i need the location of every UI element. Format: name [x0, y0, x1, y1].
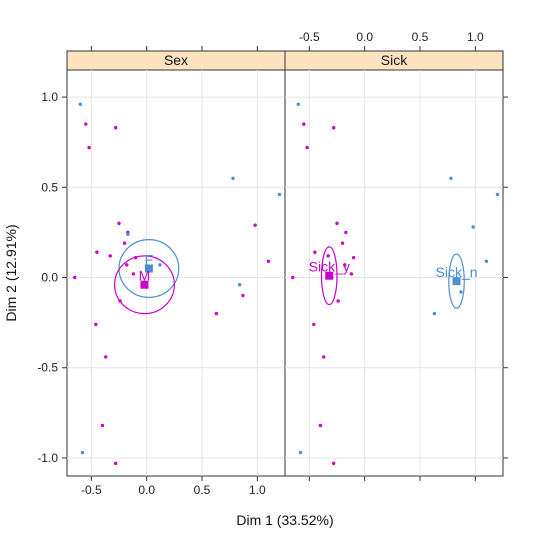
- confidence-ellipse-0: [320, 246, 338, 306]
- category-marker-0: [325, 271, 334, 280]
- x-tick-label-bottom-0: -0.5: [81, 483, 102, 497]
- point-a-10: [349, 272, 354, 276]
- point-a-11: [73, 275, 77, 280]
- panel-sick-ellipses: [320, 246, 465, 309]
- category-label-1: M: [139, 268, 151, 284]
- point-a-16: [331, 461, 336, 466]
- y-tick-label-3: 0.5: [41, 180, 58, 194]
- panel-sex-ellipses: [113, 239, 180, 315]
- point-a-12: [118, 299, 122, 303]
- point-b-3: [231, 176, 235, 180]
- point-a-20: [113, 461, 118, 466]
- point-a-12: [336, 299, 340, 303]
- point-b-1: [80, 450, 85, 455]
- x-tick-label-top-3: 1.0: [467, 30, 484, 44]
- point-a-19: [100, 423, 105, 428]
- y-tick-label-1: -0.5: [37, 361, 58, 375]
- y-axis-label: Dim 2 (12.91%): [3, 224, 19, 321]
- point-a-14: [322, 355, 326, 359]
- point-b-6: [158, 263, 162, 267]
- point-a-5: [340, 241, 345, 245]
- point-a-0: [302, 122, 306, 126]
- point-a-13: [312, 322, 316, 327]
- point-b-2: [449, 176, 453, 180]
- x-tick-label-top-1: 0.0: [356, 30, 373, 44]
- point-b-7: [432, 311, 437, 316]
- panel-sex: Sex FM: [66, 50, 286, 477]
- panel-sick-category-markers: Sick_y Sick_n: [309, 259, 478, 286]
- point-a-5: [122, 241, 127, 245]
- panel-sex-title: Sex: [164, 52, 188, 68]
- point-a-3: [117, 221, 121, 226]
- point-a-10: [131, 272, 136, 276]
- panel-sex-grid: [67, 70, 285, 476]
- x-tick-label-top-0: -0.5: [299, 30, 320, 44]
- x-tick-label-top-2: 0.5: [412, 30, 429, 44]
- category-marker-1: [452, 277, 461, 286]
- category-marker-0: [144, 264, 153, 273]
- category-label-0: F: [145, 251, 154, 267]
- point-b-5: [237, 283, 242, 287]
- point-a-14: [104, 355, 108, 359]
- point-a-9: [125, 263, 129, 267]
- category-marker-1: [140, 280, 149, 289]
- point-a-1: [87, 145, 91, 150]
- category-label-1: Sick_n: [436, 264, 478, 280]
- point-b-0: [296, 102, 300, 106]
- point-a-2: [331, 126, 336, 130]
- point-a-18: [253, 223, 257, 227]
- confidence-ellipse-1: [448, 253, 465, 309]
- panel-sex-category-markers: FM: [139, 251, 154, 289]
- y-tick-label-0: -1.0: [37, 451, 58, 465]
- point-b-3: [495, 192, 500, 197]
- panel-sex-points: [73, 102, 282, 466]
- point-a-6: [313, 250, 317, 254]
- point-a-6: [95, 250, 99, 254]
- x-tick-label-bottom-2: 0.5: [194, 483, 211, 497]
- panel-sick-title: Sick: [381, 52, 408, 68]
- point-b-0: [78, 102, 82, 106]
- point-a-2: [113, 126, 118, 130]
- point-a-16: [241, 293, 245, 298]
- point-a-15: [318, 423, 323, 428]
- category-label-0: Sick_y: [309, 259, 350, 275]
- point-a-0: [84, 122, 88, 126]
- confidence-ellipse-1: [113, 255, 175, 315]
- point-a-1: [305, 145, 309, 150]
- panel-sick-grid: [285, 70, 503, 476]
- point-b-2: [126, 232, 130, 236]
- y-tick-label-4: 1.0: [41, 90, 58, 104]
- point-a-7: [108, 254, 112, 258]
- panel-sex-plot-area: [66, 69, 286, 477]
- point-a-17: [266, 259, 271, 263]
- point-a-9: [343, 263, 347, 267]
- panel-sick-points: [291, 102, 500, 466]
- point-b-4: [471, 225, 475, 229]
- point-a-7: [326, 254, 330, 258]
- point-a-8: [351, 255, 356, 260]
- point-a-13: [94, 322, 98, 327]
- point-b-4: [277, 192, 282, 197]
- y-tick-label-2: 0.0: [41, 271, 58, 285]
- panel-sick-strip: [284, 50, 504, 71]
- point-a-3: [335, 221, 339, 226]
- axes: -0.5 -0.5 0.0 0.0 0.5 0.5 1.0 1.0 -1.0 -0.5 0.0 0.5…: [37, 30, 508, 497]
- x-tick-label-bottom-1: 0.0: [138, 483, 155, 497]
- panel-sick: Sick Sick_y Sick_n: [284, 50, 504, 477]
- point-b-1: [298, 450, 303, 455]
- point-b-6: [459, 290, 463, 294]
- point-a-4: [344, 230, 348, 235]
- x-axis-label: Dim 1 (33.52%): [236, 512, 333, 528]
- point-a-11: [291, 275, 295, 280]
- x-tick-label-bottom-3: 1.0: [249, 483, 266, 497]
- point-b-5: [484, 259, 489, 263]
- point-a-8: [133, 255, 138, 260]
- point-a-15: [214, 311, 219, 316]
